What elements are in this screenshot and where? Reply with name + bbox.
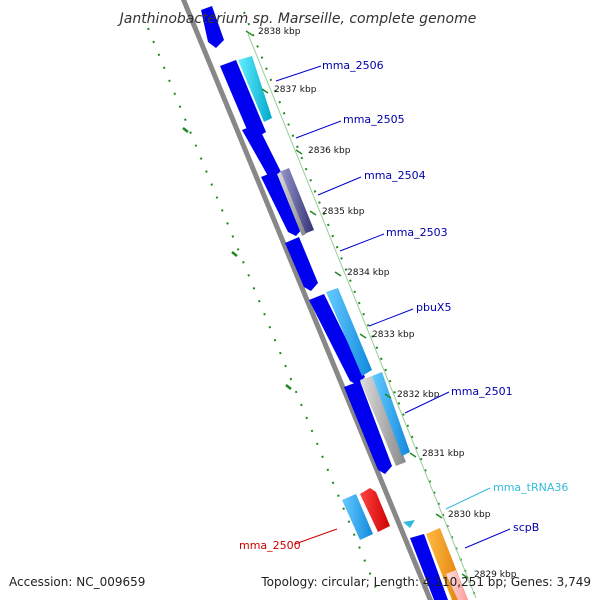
- gene-label-mma_2506[interactable]: mma_2506: [322, 59, 384, 72]
- kbp-tick: [295, 149, 303, 155]
- kbp-label: 2833 kbp: [372, 330, 415, 340]
- gene-arrow[interactable]: [242, 124, 282, 182]
- gene-arrow[interactable]: [372, 372, 410, 456]
- gene-labels: mma_2506 mma_2505 mma_2504 mma_2503 pbuX…: [239, 59, 568, 552]
- kbp-label: 2831 kbp: [422, 449, 465, 459]
- kbp-tick: [334, 271, 342, 277]
- gene-label-mma_2501[interactable]: mma_2501: [451, 385, 513, 398]
- kbp-label: 2838 kbp: [258, 27, 301, 37]
- kbp-tick: [359, 333, 367, 339]
- kbp-label: 2834 kbp: [347, 268, 390, 278]
- gene-arrow[interactable]: [360, 488, 390, 532]
- kbp-tick: [461, 573, 469, 579]
- gene-arrow[interactable]: [261, 171, 303, 236]
- gene-arrow[interactable]: [220, 60, 266, 140]
- gene-arrow[interactable]: [279, 168, 314, 234]
- kbp-label: 2835 kbp: [322, 207, 365, 217]
- gene-leaders: [275, 65, 511, 549]
- kbp-tick: [261, 88, 269, 94]
- gene-label-mma_2504[interactable]: mma_2504: [364, 169, 426, 182]
- gene-arrow[interactable]: [285, 237, 318, 291]
- kbp-label: 2832 kbp: [397, 390, 440, 400]
- gene-label-mma_2503[interactable]: mma_2503: [386, 226, 448, 239]
- kbp-tick: [309, 210, 317, 216]
- gene-arrow[interactable]: [277, 172, 306, 236]
- kbp-label: 2829 kbp: [474, 570, 517, 580]
- kbp-label: 2837 kbp: [274, 85, 317, 95]
- gene-features: [201, 6, 468, 600]
- map-title: Janthinobacterium sp. Marseille, complet…: [117, 11, 477, 27]
- gene-arrow[interactable]: [201, 6, 224, 48]
- gene-arrow[interactable]: [344, 381, 392, 474]
- gene-arrow[interactable]: [238, 56, 272, 122]
- gene-label-mma_2505[interactable]: mma_2505: [343, 113, 405, 126]
- gene-arrow[interactable]: [446, 570, 468, 600]
- summary-text: Topology: circular; Length: 4,110,251 bp…: [260, 575, 591, 589]
- gene-label-scpB[interactable]: scpB: [513, 521, 539, 534]
- gene-label-mma_tRNA36[interactable]: mma_tRNA36: [493, 481, 568, 494]
- gene-label-pbuX5[interactable]: pbuX5: [416, 301, 451, 314]
- gene-label-mma_2500[interactable]: mma_2500: [239, 539, 301, 552]
- gene-arrow[interactable]: [326, 288, 372, 376]
- kbp-tick: [409, 452, 417, 458]
- kbp-ruler: 2838 kbp 2837 kbp 2836 kbp 2835 kbp 2834 kbp…: [245, 27, 517, 599]
- trna-marker[interactable]: [403, 520, 415, 528]
- kbp-tick: [245, 30, 253, 36]
- gene-arrow[interactable]: [360, 376, 406, 466]
- backbone: [180, 0, 434, 600]
- accession-text: Accession: NC_009659: [9, 575, 145, 589]
- gene-arrow[interactable]: [342, 494, 373, 540]
- kbp-label: 2836 kbp: [308, 146, 351, 156]
- gene-arrow[interactable]: [410, 534, 448, 600]
- gene-arrow[interactable]: [309, 294, 365, 385]
- gc-skew-track: [147, 27, 381, 599]
- kbp-label: 2830 kbp: [448, 510, 491, 520]
- kbp-tick: [435, 513, 443, 519]
- kbp-tick: [384, 393, 392, 399]
